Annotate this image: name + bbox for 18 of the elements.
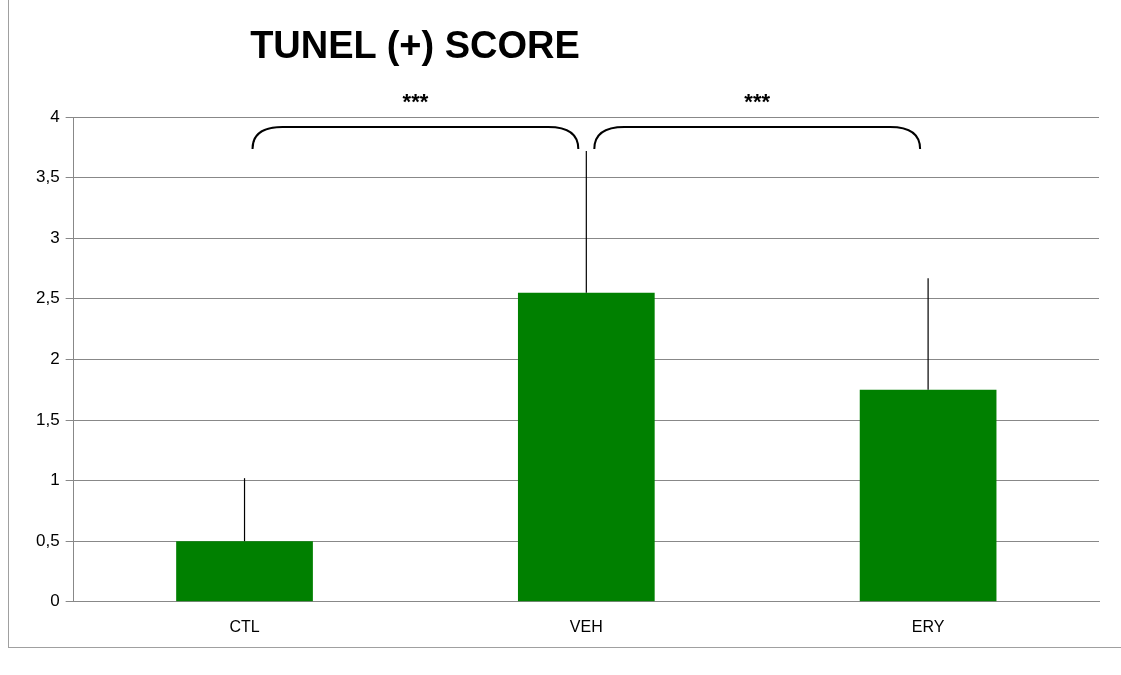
chart-title: TUNEL (+) SCORE (250, 24, 580, 67)
x-tick-label: CTL (229, 617, 260, 635)
y-tick-label: 0 (50, 591, 60, 611)
y-tick-label: 4 (50, 106, 60, 126)
y-tick-label: 3 (50, 227, 60, 247)
y-tick-label: 1,5 (35, 409, 60, 429)
text: *** (402, 89, 429, 115)
y-tick-label: 1 (50, 470, 60, 490)
text: *** (744, 89, 771, 115)
y-tick-label: 0,5 (35, 530, 60, 550)
x-tick-label: VEH (569, 617, 603, 635)
x-tick-label: ERY (911, 617, 945, 635)
y-tick-label: 2 (50, 349, 60, 369)
y-tick-label: 2,5 (35, 288, 60, 308)
bar (859, 389, 997, 602)
bar (517, 292, 655, 602)
bar (176, 541, 313, 602)
y-tick-label: 3,5 (35, 167, 60, 187)
